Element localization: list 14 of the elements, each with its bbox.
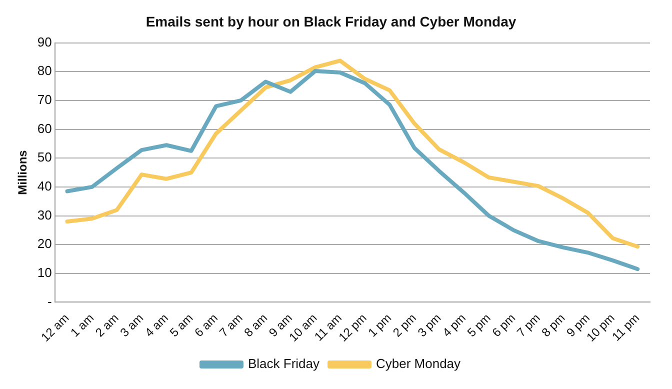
y-tick-label: 90 [37,34,52,50]
legend-label: Black Friday [248,356,320,372]
y-tick-label: 10 [37,264,52,280]
y-tick-label: 40 [37,178,52,194]
y-tick-label: - [48,294,52,309]
y-axis-title: Millions [16,150,30,195]
y-tick-label: 20 [37,236,52,252]
y-tick-label: 50 [37,150,52,165]
y-tick-label: 60 [37,120,52,136]
legend-label: Cyber Monday [376,356,462,372]
chart-title: Emails sent by hour on Black Friday and Cyber Monday [146,13,516,30]
y-tick-label: 30 [37,207,52,222]
y-tick-label: 80 [37,63,52,78]
y-tick-label: 70 [37,92,52,108]
